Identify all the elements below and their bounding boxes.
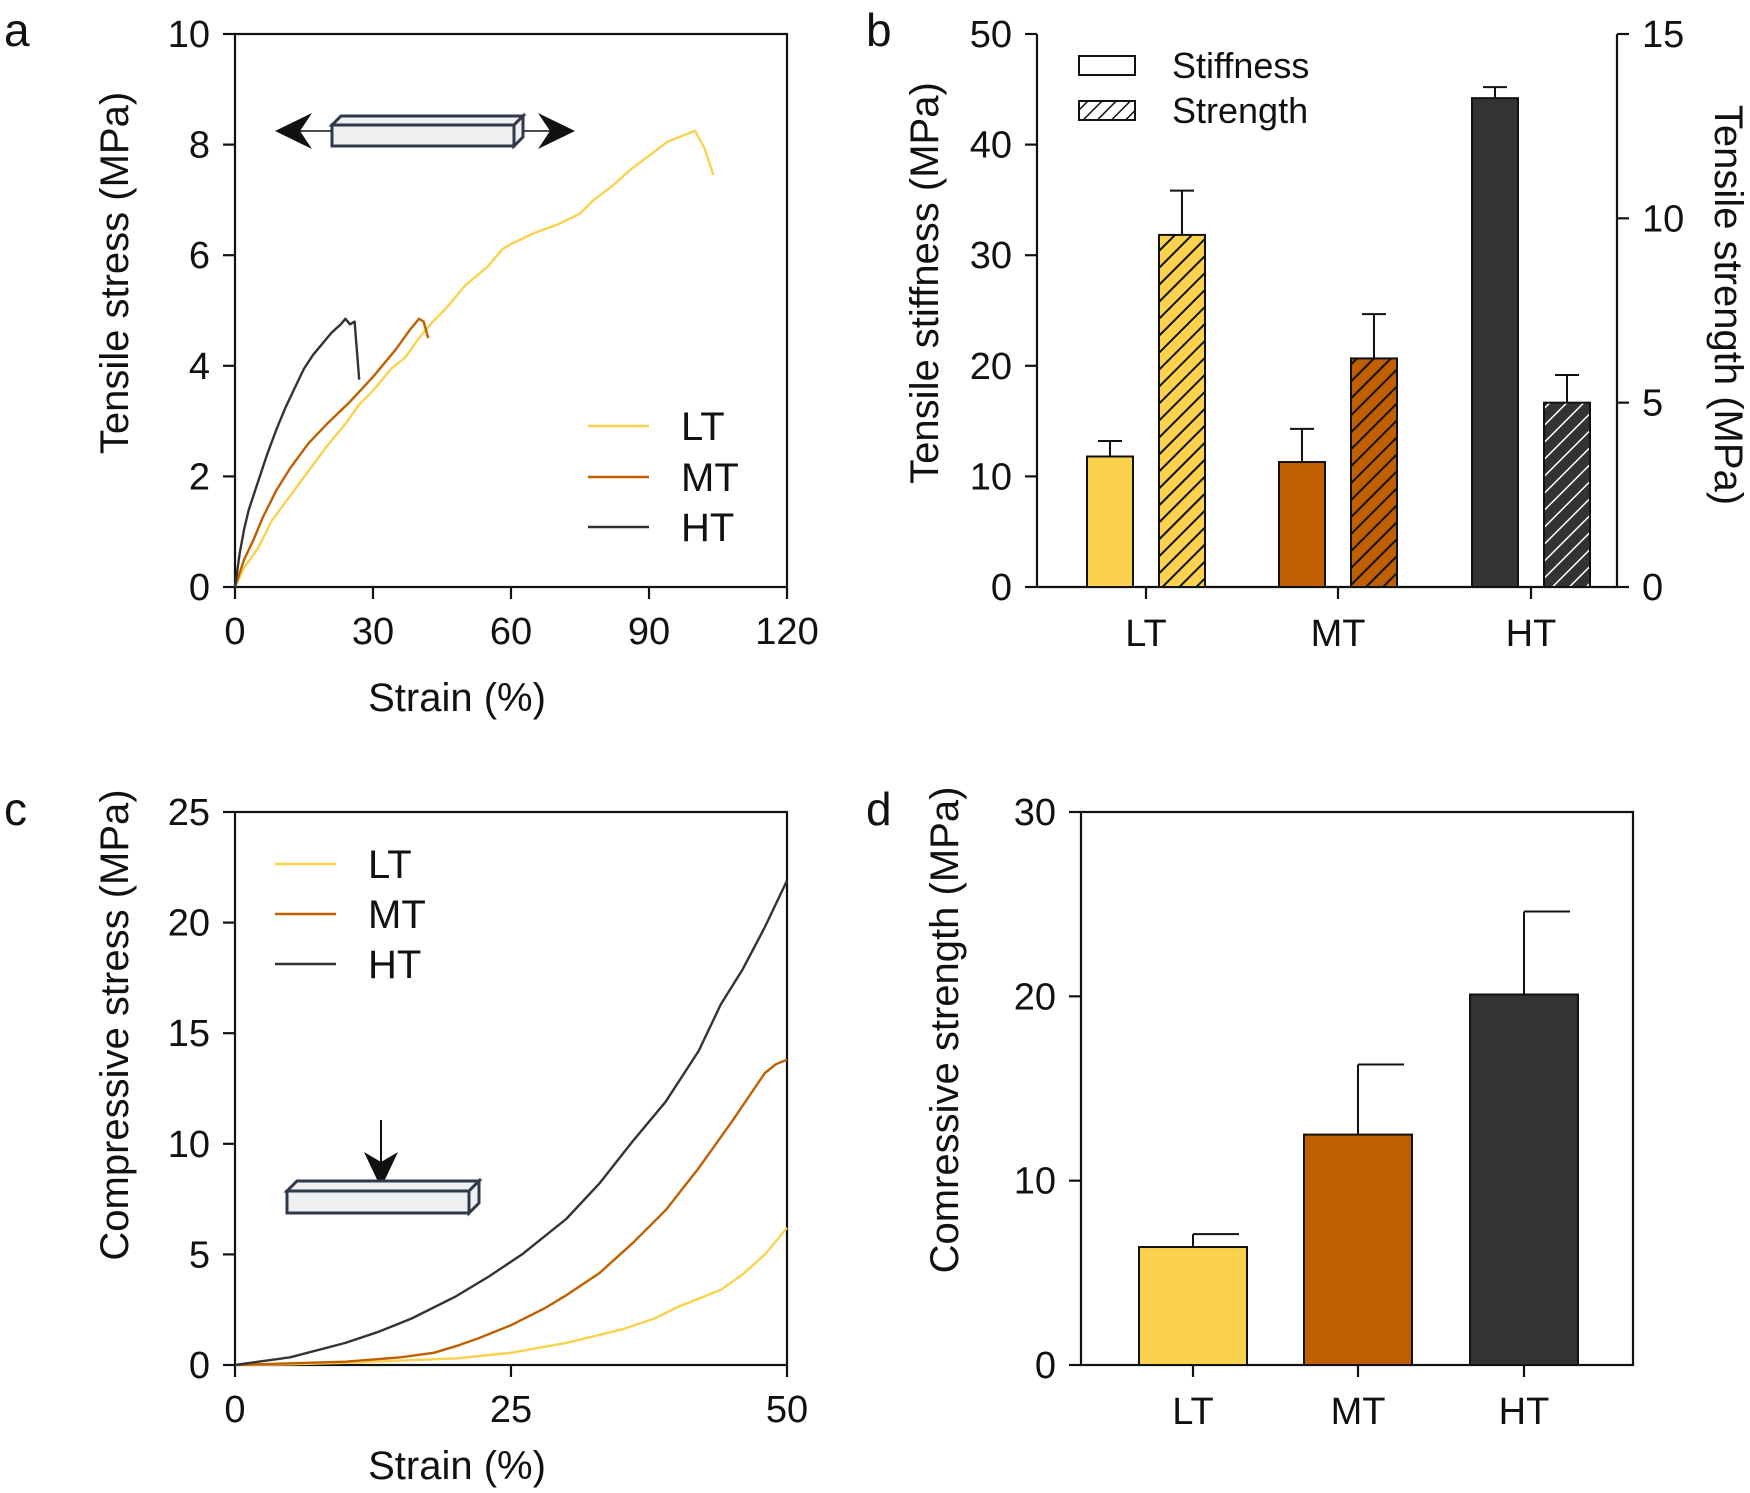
panel-d: d 0 10 20 30 LT MT HT Comressive strength (MPa… — [866, 783, 1635, 1433]
y-tick-label: 50 — [970, 14, 1012, 56]
panel-a-legend: LT MT HT — [588, 405, 739, 550]
y-tick-label: 0 — [189, 1345, 210, 1387]
y-right-tick-label: 5 — [1642, 383, 1663, 425]
y-tick-label: 10 — [168, 1124, 210, 1166]
legend-label-mt: MT — [681, 456, 739, 500]
legend-label-lt: LT — [681, 405, 725, 449]
panel-a-axes: 0 30 60 90 120 0 2 4 6 8 10 — [168, 14, 819, 653]
compressive-specimen-icon — [283, 1120, 483, 1217]
series-line-lt — [233, 129, 715, 588]
y-tick-label: 4 — [189, 346, 210, 388]
bar-stiffness-mt — [1278, 461, 1326, 588]
panel-c-ylabel: Compressive stress (MPa) — [93, 789, 137, 1260]
bar-ht — [1469, 993, 1579, 1366]
series-line-ht — [233, 317, 361, 588]
panel-c-axes: 0 25 50 0 5 10 15 20 25 — [168, 792, 808, 1431]
legend-label-strength: Strength — [1172, 90, 1308, 131]
panel-letter-b: b — [866, 4, 892, 56]
x-tick-label: LT — [1125, 613, 1167, 655]
y-right-tick-label: 10 — [1642, 198, 1684, 240]
legend-label-ht: HT — [368, 943, 421, 987]
x-tick-label: MT — [1331, 1391, 1386, 1433]
panel-a: a 0 30 60 90 120 0 2 4 6 8 10 Tensile stress (MPa)… — [4, 4, 819, 720]
y-right-tick-label: 15 — [1642, 14, 1684, 56]
panel-c-xlabel: Strain (%) — [368, 1444, 546, 1488]
x-tick-label: LT — [1172, 1391, 1214, 1433]
series-line-mt — [233, 317, 430, 588]
x-tick-label: 30 — [352, 611, 394, 653]
y-tick-label: 20 — [970, 346, 1012, 388]
x-tick-label: MT — [1311, 613, 1366, 655]
legend-label-mt: MT — [368, 893, 426, 937]
y-tick-label: 5 — [189, 1234, 210, 1276]
x-tick-label: 0 — [224, 611, 245, 653]
bar-stiffness-ht — [1471, 97, 1519, 588]
panel-a-series — [233, 129, 715, 588]
y-tick-label: 20 — [1014, 976, 1056, 1018]
panel-d-ylabel: Comressive strength (MPa) — [923, 787, 967, 1274]
y-right-tick-label: 0 — [1642, 567, 1663, 609]
panel-b: b 0 10 20 30 40 50 0 5 10 15 LT MT HT Tensile stiffn… — [866, 4, 1750, 655]
y-tick-label: 25 — [168, 792, 210, 834]
y-tick-label: 10 — [970, 456, 1012, 498]
x-tick-label: 120 — [755, 611, 818, 653]
bar-mt — [1303, 1133, 1413, 1367]
y-tick-label: 8 — [189, 125, 210, 167]
y-tick-label: 40 — [970, 125, 1012, 167]
plot-frame — [233, 810, 789, 1367]
y-tick-label: 6 — [189, 235, 210, 277]
legend-swatch-strength — [1078, 100, 1136, 121]
panel-b-ylabel-right: Tensile strength (MPa) — [1706, 105, 1750, 505]
x-tick-label: 50 — [766, 1389, 808, 1431]
panel-b-axes: 0 10 20 30 40 50 0 5 10 15 LT MT HT — [970, 14, 1685, 655]
x-tick-label: HT — [1506, 613, 1557, 655]
panel-letter-a: a — [4, 4, 30, 56]
series-line-ht — [234, 880, 789, 1367]
legend-label-ht: HT — [681, 506, 734, 550]
y-tick-label: 15 — [168, 1013, 210, 1055]
bar-stiffness-lt — [1086, 455, 1134, 588]
panel-d-bars — [1138, 910, 1579, 1367]
panel-c-legend: LT MT HT — [275, 843, 426, 987]
panel-letter-d: d — [866, 783, 892, 835]
panel-a-ylabel: Tensile stress (MPa) — [93, 92, 137, 454]
bar-strength-lt — [1158, 233, 1206, 588]
panel-c: c 0 25 50 0 5 10 15 20 25 Compressive stress (MP… — [4, 783, 808, 1488]
x-tick-label: 60 — [490, 611, 532, 653]
panel-letter-c: c — [4, 783, 27, 835]
y-tick-label: 0 — [189, 567, 210, 609]
x-tick-label: 0 — [224, 1389, 245, 1431]
series-line-mt — [234, 1058, 788, 1367]
x-tick-label: 25 — [490, 1389, 532, 1431]
series-line-lt — [234, 1227, 788, 1367]
panel-b-legend: Stiffness Strength — [1078, 45, 1309, 131]
legend-swatch-stiffness — [1078, 55, 1136, 76]
y-tick-label: 30 — [1014, 792, 1056, 834]
panel-b-bars — [1086, 86, 1591, 588]
x-tick-label: 90 — [628, 611, 670, 653]
y-tick-label: 0 — [1035, 1345, 1056, 1387]
bar-strength-ht — [1543, 401, 1591, 588]
bar-lt — [1138, 1246, 1248, 1366]
y-tick-label: 0 — [991, 567, 1012, 609]
y-tick-label: 30 — [970, 235, 1012, 277]
panel-b-ylabel: Tensile stiffness (MPa) — [903, 82, 947, 484]
y-tick-label: 10 — [168, 14, 210, 56]
legend-label-stiffness: Stiffness — [1172, 45, 1309, 86]
tensile-specimen-icon — [275, 112, 575, 150]
x-tick-label: HT — [1499, 1391, 1550, 1433]
y-tick-label: 10 — [1014, 1161, 1056, 1203]
y-tick-label: 2 — [189, 456, 210, 498]
y-tick-label: 20 — [168, 903, 210, 945]
panel-a-xlabel: Strain (%) — [368, 676, 546, 720]
legend-label-lt: LT — [368, 843, 412, 887]
panel-c-series — [234, 880, 789, 1367]
bar-strength-mt — [1350, 357, 1398, 588]
